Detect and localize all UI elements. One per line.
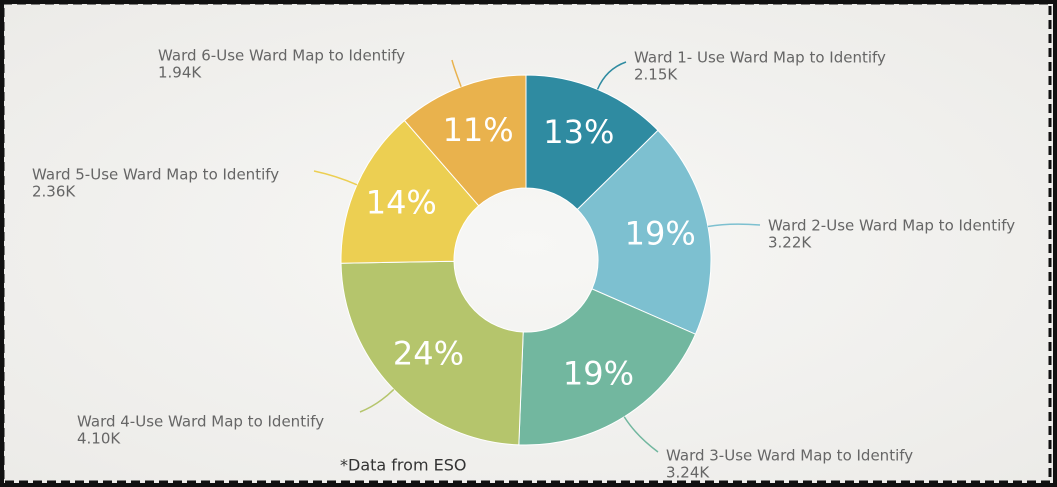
percent-label: 14% <box>366 184 437 222</box>
category-label: Ward 5-Use Ward Map to Identify <box>32 166 279 184</box>
leader-line <box>359 388 395 413</box>
percent-label: 13% <box>543 113 614 151</box>
donut-slice <box>340 119 480 264</box>
value-label: 3.22K <box>768 234 812 252</box>
value-label: 2.36K <box>32 183 76 201</box>
category-label: Ward 6-Use Ward Map to Identify <box>158 47 405 65</box>
percent-label: 24% <box>393 334 464 372</box>
annotation: *Data from ESO <box>340 456 466 475</box>
leader-line <box>313 170 358 186</box>
value-label: 3.24K <box>666 464 710 482</box>
percent-label: 19% <box>625 214 696 252</box>
category-label: Ward 4-Use Ward Map to Identify <box>77 413 324 431</box>
leader-line <box>451 59 462 88</box>
value-label: 4.10K <box>77 430 121 448</box>
percent-label: 11% <box>443 111 514 149</box>
category-label: Ward 1- Use Ward Map to Identify <box>634 49 886 67</box>
donut-slice <box>340 260 524 446</box>
leader-line <box>707 223 761 228</box>
percent-label: 19% <box>563 355 634 393</box>
leader-line <box>596 61 627 90</box>
category-label: Ward 2-Use Ward Map to Identify <box>768 217 1015 235</box>
donut-slice <box>576 129 712 335</box>
category-label: Ward 3-Use Ward Map to Identify <box>666 447 913 465</box>
donut-slice <box>403 74 527 207</box>
leader-line <box>623 416 659 453</box>
donut-slice <box>518 288 697 446</box>
value-label: 2.15K <box>634 66 678 84</box>
value-label: 1.94K <box>158 64 202 82</box>
